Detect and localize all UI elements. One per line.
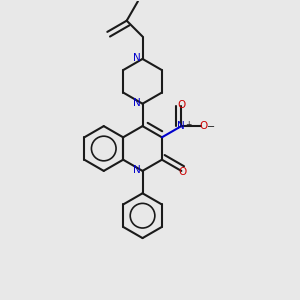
- Text: N: N: [133, 53, 141, 63]
- Text: N: N: [133, 98, 141, 108]
- Text: O: O: [178, 167, 187, 177]
- Text: N: N: [133, 165, 141, 175]
- Text: −: −: [207, 122, 215, 132]
- Text: N: N: [178, 121, 185, 131]
- Text: +: +: [186, 120, 192, 129]
- Text: O: O: [177, 100, 185, 110]
- Text: O: O: [199, 121, 207, 131]
